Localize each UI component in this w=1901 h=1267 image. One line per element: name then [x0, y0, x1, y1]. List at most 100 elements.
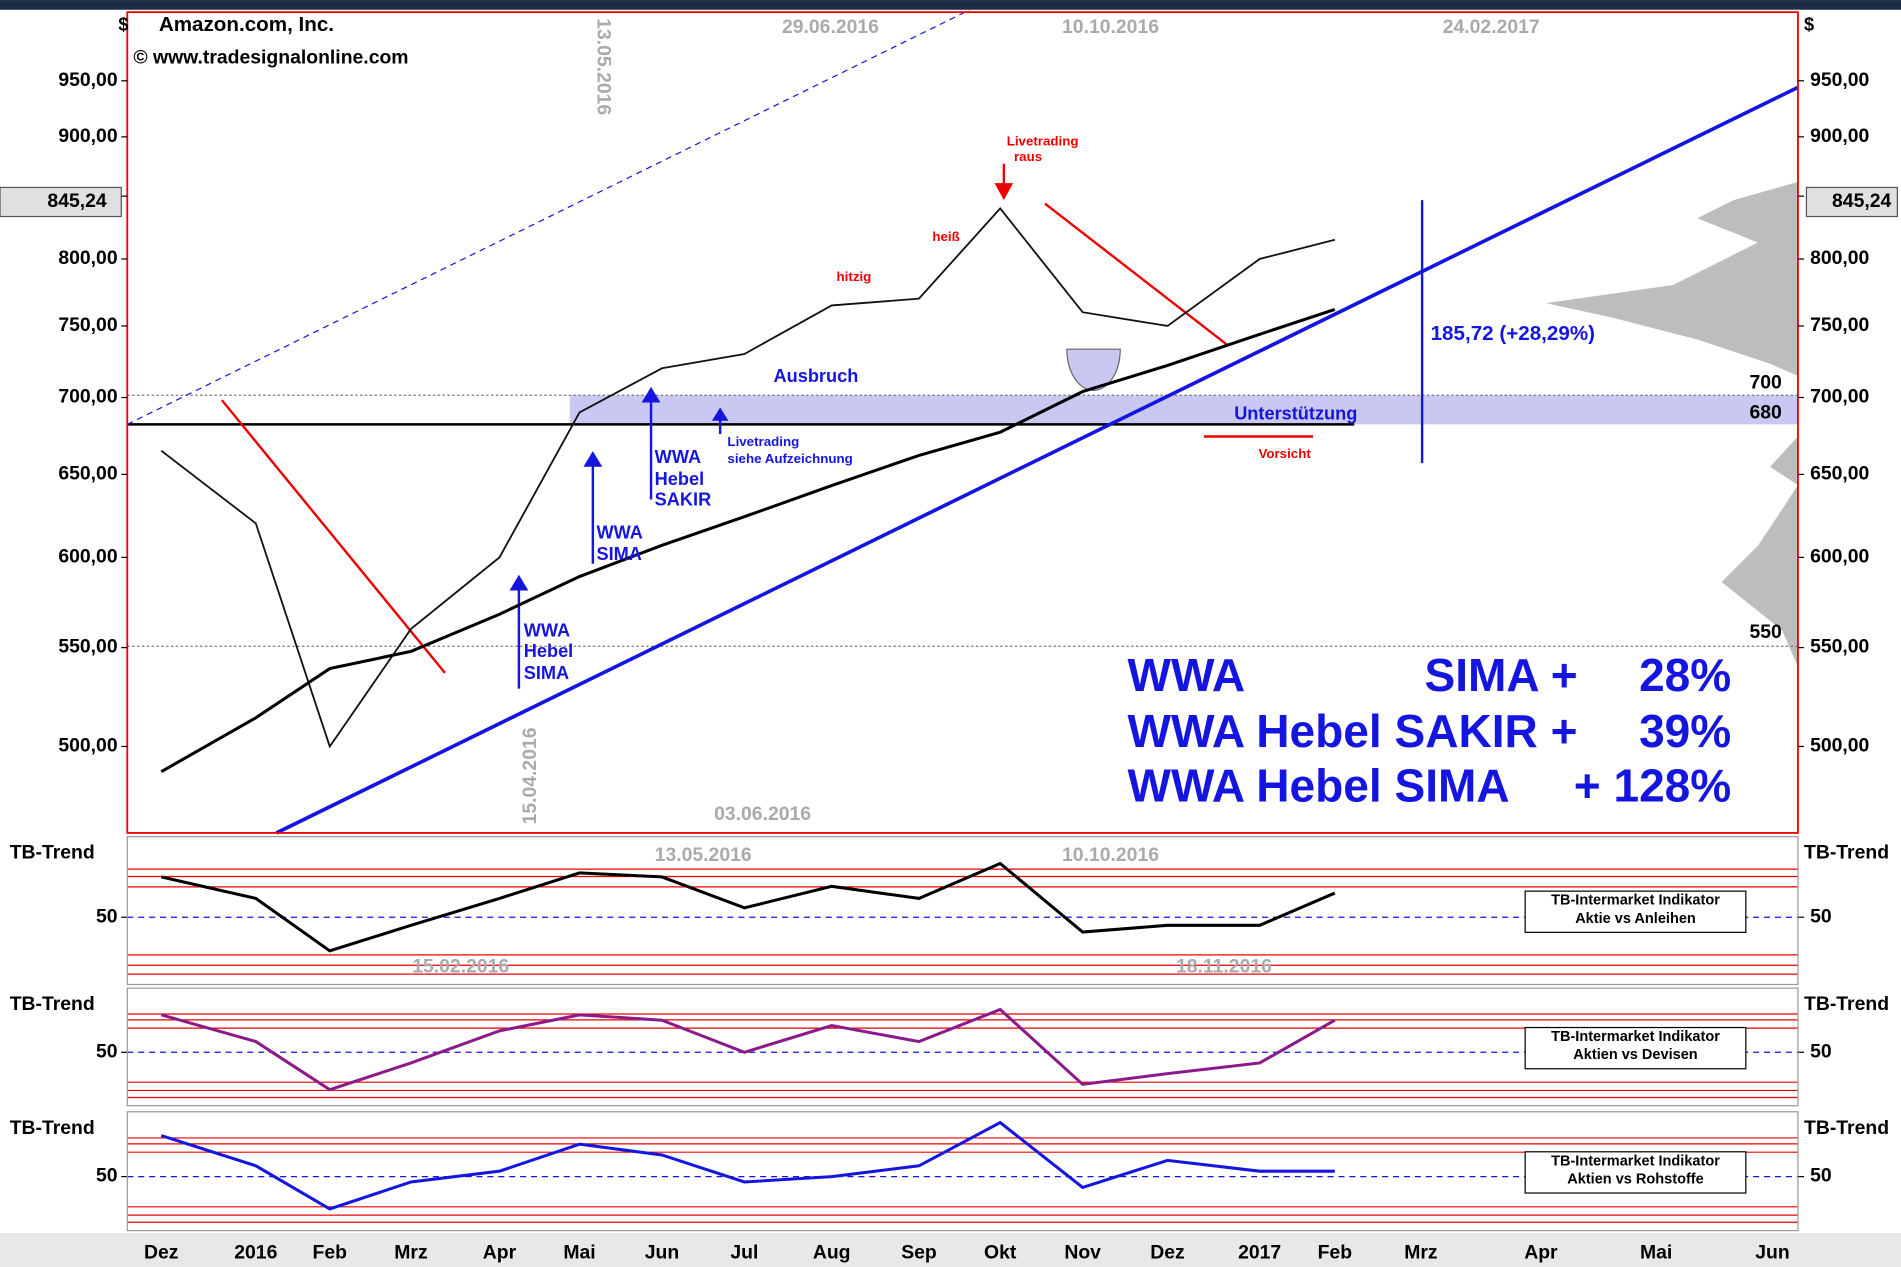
- annotation: 03.06.2016: [714, 803, 811, 825]
- top-strip: [0, 0, 1901, 10]
- annotation: 10.10.2016: [1062, 16, 1159, 38]
- note: Aktien vs Rohstoffe: [1567, 1172, 1703, 1188]
- annotation: Unterstützung: [1234, 403, 1357, 423]
- note: Aktien vs Devisen: [1573, 1047, 1697, 1063]
- chart-title: Amazon.com, Inc.: [159, 13, 334, 36]
- x-tick-label: Mai: [563, 1242, 595, 1264]
- annotation: WWA: [655, 447, 701, 467]
- series-line: [160, 308, 1336, 773]
- annotation: 680: [1749, 402, 1781, 424]
- note-box: [1524, 1026, 1747, 1070]
- annotation: WWA: [596, 522, 642, 542]
- annotation: 550: [1749, 621, 1781, 643]
- annotation: 29.06.2016: [782, 16, 879, 38]
- annotation: heiß: [932, 229, 959, 244]
- annotation: hitzig: [837, 269, 872, 284]
- note: TB-Intermarket Indikator: [1551, 893, 1720, 909]
- series-line: [160, 1007, 1336, 1092]
- x-tick-label: 2016: [234, 1242, 277, 1264]
- channel-line: [127, 9, 971, 425]
- annotation: WWA Hebel SIMA: [1128, 759, 1510, 811]
- support-band: [569, 395, 1798, 425]
- annotation: 28%: [1639, 649, 1731, 701]
- volume-profile: [1545, 181, 1798, 667]
- annotation: WWA Hebel SAKIR +: [1128, 705, 1578, 757]
- x-tick-label: Aug: [813, 1242, 851, 1264]
- y-tick-label: 50: [1810, 1165, 1832, 1187]
- annotation: 700: [1749, 371, 1781, 393]
- y-tick-label: 900,00: [1810, 125, 1869, 147]
- x-tick-label: Mrz: [1404, 1242, 1437, 1264]
- annotation: SIMA: [596, 544, 641, 564]
- y-tick-label: 50: [96, 905, 118, 927]
- price-label: 845,24: [1832, 190, 1891, 212]
- trend-line: [275, 85, 1799, 835]
- y-tick-label: 600,00: [58, 546, 117, 568]
- y-tick-label: 50: [96, 1165, 118, 1187]
- y-tick-label: 650,00: [58, 462, 117, 484]
- y-tick-label: 800,00: [58, 247, 117, 269]
- y-tick-label: 750,00: [58, 314, 117, 336]
- annotation: 13.05.2016: [655, 844, 752, 866]
- annotation: SAKIR: [655, 490, 712, 510]
- x-tick-label: Apr: [1524, 1242, 1558, 1264]
- note: Aktie vs Anleihen: [1575, 911, 1696, 927]
- y-tick-label: 50: [96, 1040, 118, 1062]
- annotation: Livetrading: [1007, 133, 1079, 148]
- x-tick-label: Mrz: [394, 1242, 427, 1264]
- x-tick-label: Feb: [313, 1242, 348, 1264]
- x-tick-label: Jun: [645, 1242, 679, 1264]
- time-axis-bg: [0, 1233, 1901, 1267]
- note-box: [1524, 1151, 1747, 1194]
- trend-line: [220, 399, 446, 674]
- x-tick-label: Okt: [984, 1242, 1017, 1264]
- series-line: [160, 207, 1336, 749]
- annotation: Livetrading: [727, 434, 799, 449]
- annotation: 18.11.2016: [1176, 956, 1272, 978]
- x-tick-label: 2017: [1238, 1242, 1281, 1264]
- exit-arrow: [994, 163, 1014, 201]
- panel-title: TB-Trend: [1804, 1117, 1889, 1139]
- annotation: + 128%: [1574, 759, 1732, 811]
- panel-title: TB-Trend: [1804, 993, 1889, 1015]
- y-tick-label: 650,00: [1810, 462, 1869, 484]
- annotation: 15.04.2016: [519, 727, 541, 824]
- annotation: Hebel: [655, 469, 705, 489]
- panel-title: TB-Trend: [1804, 842, 1889, 864]
- series-line: [160, 1120, 1335, 1211]
- panel-frame: [126, 987, 1799, 1107]
- y-tick-label: 800,00: [1810, 247, 1869, 269]
- y-tick-label: 750,00: [1810, 314, 1869, 336]
- y-tick-label: 550,00: [58, 636, 117, 658]
- panel-title: TB-Trend: [10, 842, 95, 864]
- y-tick-label: 50: [1810, 1040, 1832, 1062]
- annotation: 13.05.2016: [592, 18, 614, 115]
- x-tick-label: Apr: [483, 1242, 517, 1264]
- bottom-circle: [1066, 348, 1121, 391]
- price-box: [0, 186, 122, 218]
- price-box: [1805, 186, 1898, 218]
- annotation: 10.10.2016: [1062, 844, 1159, 866]
- chart-subtitle: © www.tradesignalonline.com: [133, 46, 408, 68]
- y-tick-label: 950,00: [1810, 69, 1869, 91]
- annotation: WWA: [524, 620, 570, 640]
- annotation: Hebel: [524, 641, 574, 661]
- annotation: 15.02.2016: [412, 956, 509, 978]
- y-tick-label: 950,00: [58, 69, 117, 91]
- annotation: Vorsicht: [1258, 446, 1311, 461]
- x-tick-label: Sep: [901, 1242, 937, 1264]
- x-tick-label: Mai: [1640, 1242, 1672, 1264]
- panel-title: TB-Trend: [10, 1117, 95, 1139]
- trend-line: [1044, 202, 1229, 347]
- y-tick-label: 500,00: [1810, 735, 1869, 757]
- note: TB-Intermarket Indikator: [1551, 1153, 1720, 1169]
- y-tick-label: 50: [1810, 905, 1832, 927]
- main-frame: [126, 11, 1799, 834]
- currency: $: [118, 14, 128, 34]
- annotation: Ausbruch: [773, 366, 858, 386]
- annotation: SIMA: [524, 663, 569, 683]
- y-tick-label: 700,00: [1810, 386, 1869, 408]
